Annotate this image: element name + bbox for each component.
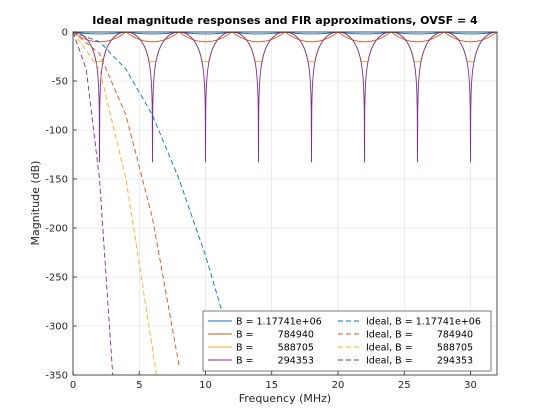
axes-box bbox=[72, 31, 498, 376]
fir-series-line bbox=[73, 32, 497, 43]
legend-entry-label: B = 784940 bbox=[236, 330, 314, 341]
x-tick-label: 25 bbox=[398, 380, 411, 391]
legend-entry-label: Ideal, B = 294353 bbox=[366, 356, 473, 367]
axis-ticks: 0 5 10 15 20 25 30 0 -50 -100 -150 -200 -250 -300 -350 bbox=[45, 28, 477, 392]
y-tick-label: -100 bbox=[45, 126, 68, 137]
series-layer bbox=[73, 32, 497, 375]
y-tick-label: -350 bbox=[45, 371, 68, 382]
fir-series-line bbox=[73, 32, 497, 163]
y-tick-label: 0 bbox=[62, 28, 68, 39]
x-tick-label: 10 bbox=[199, 380, 212, 391]
ideal-series-line bbox=[73, 32, 233, 346]
legend-entry-label: B = 588705 bbox=[236, 343, 314, 354]
x-tick-label: 5 bbox=[136, 380, 142, 391]
legend-entry-label: Ideal, B = 588705 bbox=[366, 343, 473, 354]
y-tick-label: -200 bbox=[45, 224, 68, 235]
legend-entry-label: B = 294353 bbox=[236, 356, 314, 367]
legend-entry-label: B = 1.17741e+06 bbox=[236, 317, 322, 328]
y-tick-label: -50 bbox=[52, 77, 68, 88]
legend: B = 1.17741e+06 B = 784940 B = 588705 B = 2… bbox=[202, 310, 492, 372]
x-tick-label: 20 bbox=[332, 380, 345, 391]
x-tick-label: 30 bbox=[464, 380, 477, 391]
x-axis-label: Frequency (MHz) bbox=[239, 392, 331, 405]
x-tick-label: 0 bbox=[70, 380, 76, 391]
fir-series-line bbox=[73, 32, 497, 35]
chart-title: Ideal magnitude responses and FIR approx… bbox=[92, 14, 478, 27]
ideal-series-line bbox=[73, 32, 180, 366]
y-tick-label: -150 bbox=[45, 175, 68, 186]
legend-entry-label: Ideal, B = 784940 bbox=[366, 330, 473, 341]
y-tick-label: -250 bbox=[45, 273, 68, 284]
legend-entry-label: Ideal, B = 1.17741e+06 bbox=[366, 317, 481, 328]
x-tick-label: 15 bbox=[265, 380, 278, 391]
y-axis-label: Magnitude (dB) bbox=[29, 161, 42, 246]
ideal-series-line bbox=[73, 32, 114, 375]
y-tick-label: -300 bbox=[45, 322, 68, 333]
